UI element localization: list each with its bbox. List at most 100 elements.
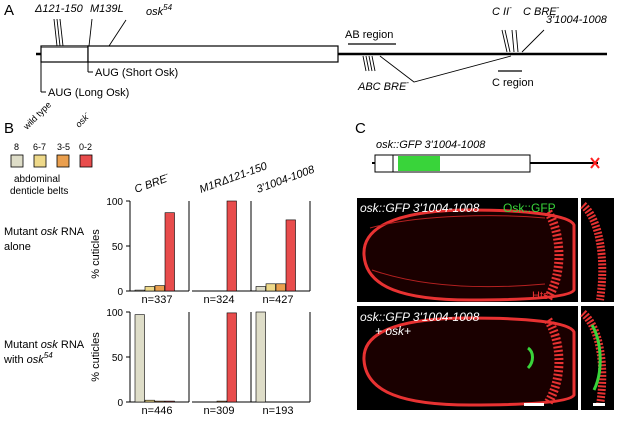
row-title-2-line2: with osk54 <box>3 351 53 366</box>
micro-top-stain-red: Hts <box>532 290 549 302</box>
construct-utr-box <box>374 154 394 173</box>
n-label-r1-c2: n=324 <box>204 294 235 306</box>
micrograph-bottom-right <box>580 306 614 410</box>
label-del121-150: Δ121-150 <box>34 3 84 15</box>
osk-gfp-construct-diagram: osk::GFP 3'1004-1008 <box>372 139 600 173</box>
bar-r2-c1-0-2 <box>164 400 175 403</box>
label-c-ii: C II- <box>492 3 512 18</box>
label-3-1004-1008: 3'1004-1008 <box>546 14 608 26</box>
posterior-gfp-crescent <box>526 346 534 370</box>
gfp-insert <box>398 156 440 171</box>
legend-count-0-2: 0-2 <box>79 142 92 152</box>
legend-swatch-8 <box>10 154 24 168</box>
bar-r2-c2-3-5 <box>216 400 227 403</box>
label-m139l: M139L <box>90 3 124 15</box>
bar-r2-c1-3-5 <box>154 400 165 403</box>
bar-r2-c2-0-2 <box>226 312 237 403</box>
legend-caption-line2: denticle belts <box>10 186 68 197</box>
column-title-c-bre: C BRE- <box>132 169 172 196</box>
bar-r1-c1-0-2 <box>164 212 175 292</box>
abc-bre-pointer-2 <box>365 55 370 72</box>
scale-bar <box>524 403 544 406</box>
fiber-strand <box>369 215 546 229</box>
panel-letter-a: A <box>4 2 14 19</box>
legend-caption-line1: abdominal <box>14 174 60 185</box>
n-label-r1-c3: n=427 <box>263 294 294 306</box>
osk54-pointer <box>108 19 127 47</box>
legend-rot-wildtype: wild type <box>21 100 54 133</box>
micrograph-bottom-left: osk::GFP 3'1004-1008 + osk+ <box>357 306 578 410</box>
fiber-strand-2 <box>371 269 546 288</box>
label-ab-region: AB region <box>345 29 393 41</box>
micrograph-top-left: osk::GFP 3'1004-1008 Osk::GFP Hts <box>357 198 578 302</box>
legend-count-3-5: 3-5 <box>57 142 70 152</box>
denticle-belt-legend: wild type osk- 8 6-7 3-5 0-2 abdominal d… <box>10 100 93 197</box>
x-marker-stroke-2 <box>590 157 600 169</box>
legend-swatch-0-2 <box>79 154 93 168</box>
abc-bre-pointer <box>362 55 367 72</box>
ylabel-row1: % cuticles <box>90 229 102 279</box>
egg-chamber-outline <box>362 208 576 302</box>
egg-chamber-outline-2 <box>362 316 576 407</box>
bar-r1-c1-8 <box>134 289 145 292</box>
micro-top-label: osk::GFP 3'1004-1008 <box>360 201 480 215</box>
micro-top-stain-green: Osk::GFP <box>503 201 556 215</box>
legend-count-6-7: 6-7 <box>33 142 46 152</box>
n-label-r2-c2: n=309 <box>204 405 235 417</box>
label-osk54: osk54 <box>146 3 173 18</box>
bar-chart-grid: n=337 n=324 n=427 n=446 n=309 n=193 <box>130 200 311 417</box>
abc-bre-pointer-3 <box>368 55 373 72</box>
micro-bottom-label2: + osk+ <box>375 324 411 338</box>
micrograph-top-right <box>580 198 614 302</box>
c-ii-pointer-2 <box>504 29 511 53</box>
ytick-label-0-row1: 0 <box>117 287 123 298</box>
bar-r1-c1-6-7 <box>144 286 155 292</box>
follicle-cell-layer-2 <box>544 317 564 406</box>
row-title-1-line1: Mutant osk RNA <box>4 226 85 238</box>
n-label-r1-c1: n=337 <box>142 294 173 306</box>
legend-swatch-6-7 <box>33 154 47 168</box>
ytick-label-50-row1: 50 <box>112 242 124 253</box>
del121-150-pointer-2 <box>56 18 61 47</box>
axis-row2: 100 50 0 <box>106 308 131 409</box>
mutation-x-marker <box>590 157 600 169</box>
follicle-layer-zoom-2 <box>580 310 607 406</box>
n-label-r2-c1: n=446 <box>142 405 173 417</box>
panel-letter-b: B <box>4 120 14 137</box>
c-ii-pointer <box>501 29 508 53</box>
label-abc-bre: ABC BRE- <box>357 78 409 93</box>
posterior-gfp-crescent-zoom <box>590 324 602 391</box>
bar-r1-c3-0-2 <box>285 219 296 292</box>
bar-r2-c1-6-7 <box>144 399 155 403</box>
bar-r1-c3-8 <box>255 286 266 292</box>
row-title-2-line1: Mutant osk RNA <box>4 339 85 351</box>
abc-bre-pointer-4 <box>371 55 376 72</box>
bar-r1-c1-3-5 <box>154 285 165 292</box>
label-c-bre: C BRE- <box>523 3 560 18</box>
construct-label: osk::GFP 3'1004-1008 <box>376 139 486 151</box>
ytick-label-100-row2: 100 <box>106 308 123 319</box>
c-bre-pointer <box>511 29 515 53</box>
row-title-1-line2: alone <box>4 241 31 253</box>
m139l-pointer <box>88 18 93 47</box>
legend-rot-osk: osk- <box>73 110 93 130</box>
coding-region-box <box>87 45 339 63</box>
legend-swatch-3-5 <box>56 154 70 168</box>
ytick-label-50-row2: 50 <box>112 353 124 364</box>
ylabel-row2: % cuticles <box>90 332 102 382</box>
del121-150-pointer <box>53 18 58 47</box>
c-bre-pointer-2 <box>515 29 519 53</box>
axis-row1: 100 50 0 <box>106 197 131 298</box>
label-c-region: C region <box>492 77 534 89</box>
scale-bar-zoom <box>593 403 605 406</box>
bar-r2-c1-8 <box>134 314 145 403</box>
del121-150-pointer-3 <box>59 18 64 47</box>
micro-bottom-label: osk::GFP 3'1004-1008 <box>360 310 480 324</box>
r3-1004-1008-pointer <box>521 29 545 53</box>
bar-r1-c2-0-2 <box>226 200 237 292</box>
label-aug-short: AUG (Short Osk) <box>95 67 178 79</box>
bar-r1-c3-3-5 <box>275 283 286 292</box>
ytick-label-100-row1: 100 <box>106 197 123 208</box>
follicle-layer-zoom <box>580 202 607 301</box>
utr-box <box>40 45 89 63</box>
